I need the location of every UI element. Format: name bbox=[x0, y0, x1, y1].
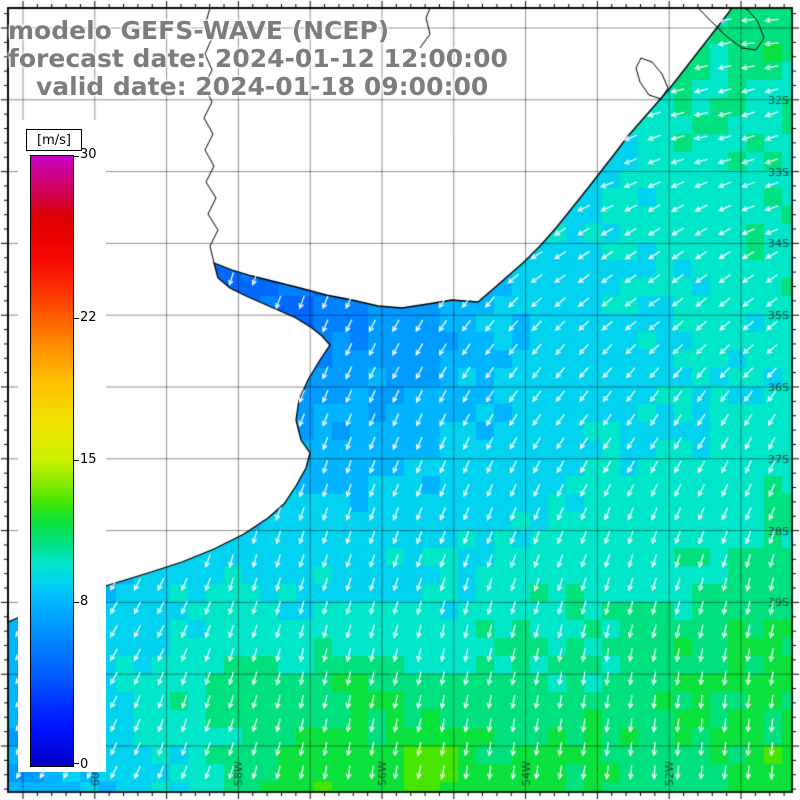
colorbar-gradient bbox=[30, 155, 74, 767]
model-title: modelo GEFS-WAVE (NCEP) bbox=[8, 16, 390, 45]
colorbar-tick-mark bbox=[73, 602, 79, 604]
colorbar-tick-mark bbox=[73, 460, 79, 461]
colorbar-tick-label: 8 bbox=[80, 594, 89, 610]
colorbar-tick-mark bbox=[73, 156, 79, 157]
forecast-date-label: forecast date: 2024-01-12 12:00:00 bbox=[8, 44, 508, 73]
colorbar-tick-label: 15 bbox=[80, 452, 97, 467]
colorbar-tick-mark bbox=[73, 763, 79, 764]
colorbar-tick-mark bbox=[73, 317, 79, 319]
colorbar-unit-label: [m/s] bbox=[26, 129, 82, 151]
valid-date-label: valid date: 2024-01-18 09:00:00 bbox=[36, 72, 489, 101]
colorbar-tick-label: 30 bbox=[80, 147, 97, 162]
colorbar-tick-label: 22 bbox=[80, 309, 97, 325]
colorbar-tick-label: 0 bbox=[80, 757, 89, 772]
